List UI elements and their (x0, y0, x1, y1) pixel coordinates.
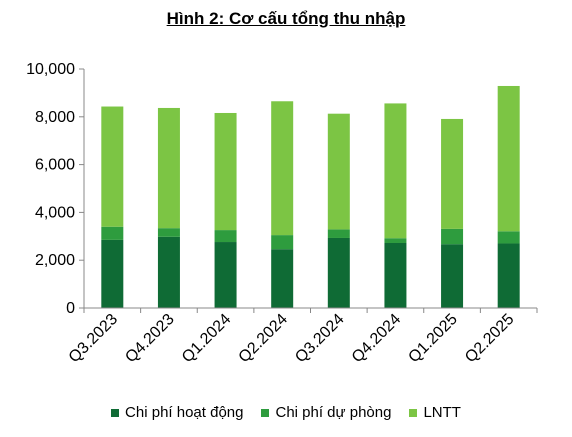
legend-item-operating-cost: Chi phí hoạt động (111, 404, 243, 421)
y-tick-label: 2,000 (35, 252, 75, 269)
bar-segment-s1-2 (214, 230, 237, 243)
bar-segment-s1-3 (271, 235, 294, 250)
bar-segment-s1-5 (384, 238, 407, 243)
legend-label-operating-cost: Chi phí hoạt động (125, 404, 244, 421)
bar-segment-s1-7 (497, 231, 520, 244)
x-tick-label: Q3.2023 (66, 311, 121, 366)
x-tick-label: Q4.2023 (122, 311, 177, 366)
y-tick-label: 10,000 (26, 61, 75, 78)
bar-segment-s0-3 (271, 249, 294, 308)
x-tick-label: Q1.2024 (179, 311, 234, 366)
y-tick-labels: 0 2,000 4,000 6,000 8,000 10,000 (26, 61, 75, 317)
x-tick-label: Q1.2025 (405, 311, 460, 366)
legend-swatch-lntt (409, 408, 418, 417)
bar-segment-s1-4 (327, 229, 350, 238)
y-tick-label: 6,000 (35, 157, 75, 174)
bar-segment-s0-5 (384, 242, 407, 308)
bar-segment-s2-0 (101, 106, 124, 227)
x-tick-label: Q3.2024 (292, 311, 347, 366)
legend-swatch-operating-cost (111, 408, 120, 417)
axes-group (79, 68, 538, 313)
legend: Chi phí hoạt động Chi phí dự phòng LNTT (0, 404, 572, 421)
chart-title: Hình 2: Cơ cấu tổng thu nhập (166, 9, 406, 28)
bar-segment-s2-5 (384, 103, 407, 239)
x-tick-labels: Q3.2023 Q4.2023 Q1.2024 Q2.2024 Q3.2024 Q4.20… (66, 311, 518, 366)
legend-label-lntt: LNTT (423, 404, 461, 421)
bar-segment-s2-4 (327, 113, 350, 230)
bar-segment-s0-7 (497, 243, 520, 308)
y-tick-label: 4,000 (35, 204, 75, 221)
bar-segment-s0-2 (214, 242, 237, 308)
legend-label-provision-cost: Chi phí dự phòng (275, 404, 392, 421)
bar-segment-s2-3 (271, 101, 294, 236)
legend-item-provision-cost: Chi phí dự phòng (261, 404, 391, 421)
x-tick-label: Q2.2024 (236, 311, 291, 366)
bar-segment-s2-2 (214, 112, 237, 231)
x-tick-label: Q4.2024 (349, 311, 404, 366)
bar-segment-s2-1 (157, 107, 180, 229)
bars-group (101, 85, 520, 308)
bar-segment-s1-0 (101, 226, 124, 240)
legend-swatch-provision-cost (261, 408, 270, 417)
bar-segment-s1-1 (157, 228, 180, 237)
bar-segment-s0-1 (157, 236, 180, 308)
bar-segment-s1-6 (441, 228, 464, 245)
bar-segment-s2-6 (441, 118, 464, 229)
bar-segment-s0-0 (101, 239, 124, 308)
bar-segment-s0-6 (441, 244, 464, 308)
y-tick-label: 8,000 (35, 109, 75, 126)
bar-segment-s0-4 (327, 237, 350, 308)
bar-segment-s2-7 (497, 85, 520, 232)
legend-item-lntt: LNTT (409, 404, 461, 421)
y-tick-label: 0 (66, 300, 75, 317)
x-tick-label: Q2.2025 (462, 311, 517, 366)
